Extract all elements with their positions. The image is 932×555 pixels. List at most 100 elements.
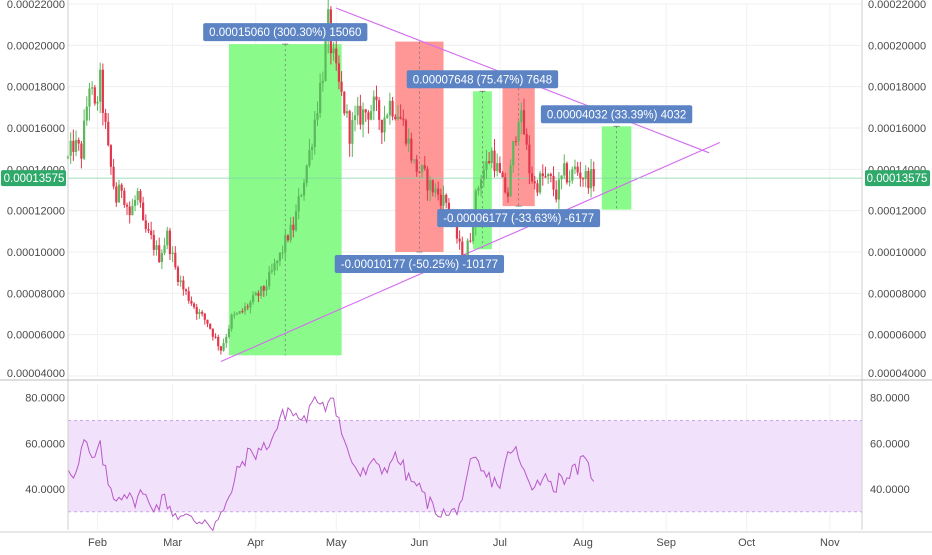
price-tick-label-right: 0.00004000 xyxy=(868,368,926,380)
candle-body xyxy=(541,173,544,177)
candle-body xyxy=(576,166,579,173)
candle-body xyxy=(238,311,241,314)
candle-body xyxy=(219,346,222,351)
candle-body xyxy=(461,241,464,258)
rsi-line xyxy=(67,395,595,532)
candle-body xyxy=(101,69,104,113)
candle-body xyxy=(243,306,247,312)
rsi-tick-label-right: 80.0000 xyxy=(870,393,910,405)
candle-body xyxy=(209,323,212,329)
candle-body xyxy=(302,182,306,196)
candle-body xyxy=(530,173,534,182)
candle-body xyxy=(251,295,255,302)
candle-body xyxy=(504,177,507,193)
candle-body xyxy=(147,229,150,231)
candle-body xyxy=(512,141,515,166)
candle-body xyxy=(547,174,550,177)
candle-body xyxy=(82,120,86,159)
time-tick-label: Aug xyxy=(573,537,593,549)
candle-body xyxy=(227,328,231,337)
candle-body xyxy=(544,176,547,178)
candle-body xyxy=(292,224,295,231)
candle-body xyxy=(96,101,99,104)
rsi-tick-label-left: 80.0000 xyxy=(25,393,65,405)
candle-body xyxy=(431,180,434,193)
candle-body xyxy=(316,113,319,120)
current-price-label-right: 0.00013575 xyxy=(867,173,928,185)
candle-body xyxy=(72,140,75,152)
candle-body xyxy=(217,336,220,347)
candle-body xyxy=(407,138,410,144)
candle-body xyxy=(471,225,475,242)
candle-body xyxy=(190,300,193,304)
rsi-band xyxy=(68,420,862,512)
candle-body xyxy=(589,169,593,189)
candle-body xyxy=(311,146,314,151)
price-tick-label-left: 0.00018000 xyxy=(7,82,65,94)
candle-body xyxy=(415,159,418,172)
rsi-tick-label-right: 40.0000 xyxy=(870,484,910,496)
price-tick-label-left: 0.00022000 xyxy=(7,0,65,11)
candle-body xyxy=(361,109,365,125)
candle-body xyxy=(592,169,595,187)
candle-body xyxy=(584,170,587,180)
price-tick-label-left: 0.00020000 xyxy=(7,40,65,52)
candle-body xyxy=(321,80,324,83)
candle-body xyxy=(211,328,214,337)
candle-body xyxy=(201,311,204,314)
price-tick-label-right: 0.00012000 xyxy=(868,206,926,218)
candle-body xyxy=(160,253,163,263)
position-label-text: -0.00006177 (-33.63%) -6177 xyxy=(443,213,594,225)
candle-body xyxy=(268,271,271,287)
candle-body xyxy=(184,289,188,292)
position-label-text: 0.00004032 (33.39%) 4032 xyxy=(547,109,686,121)
candle-body xyxy=(289,224,292,241)
candle-body xyxy=(466,240,469,260)
candle-body xyxy=(549,174,552,176)
candle-body xyxy=(391,100,394,117)
candle-body xyxy=(179,280,182,282)
price-tick-label-right: 0.00020000 xyxy=(868,40,926,52)
candle-body xyxy=(142,202,145,221)
candle-body xyxy=(402,118,405,121)
price-tick-label-left: 0.00008000 xyxy=(7,288,65,300)
candle-body xyxy=(445,194,448,203)
candle-body xyxy=(152,234,155,250)
candle-body xyxy=(235,313,239,315)
candle-body xyxy=(168,230,172,254)
candle-body xyxy=(80,143,83,159)
candle-body xyxy=(192,303,196,308)
candle-body xyxy=(455,219,459,239)
candle-body xyxy=(372,96,375,112)
candle-body xyxy=(128,206,131,216)
candle-body xyxy=(176,267,180,282)
time-tick-label: Sep xyxy=(656,537,676,549)
price-tick-label-left: 0.00010000 xyxy=(7,247,65,259)
candle-body xyxy=(276,260,279,264)
candle-body xyxy=(536,183,539,193)
candle-body xyxy=(260,286,263,296)
candle-body xyxy=(501,172,504,178)
candle-body xyxy=(364,109,367,113)
candle-body xyxy=(560,175,563,180)
candle-body xyxy=(262,286,265,291)
candle-body xyxy=(195,307,198,314)
candle-body xyxy=(174,252,177,268)
candle-body xyxy=(233,314,236,316)
candle-body xyxy=(404,120,408,144)
position-label-badge xyxy=(334,255,505,273)
time-tick-label: Oct xyxy=(738,537,755,549)
candle-body xyxy=(74,139,78,152)
candle-body xyxy=(469,240,472,242)
candle-body xyxy=(158,245,161,263)
candle-body xyxy=(273,263,276,271)
time-tick-label: Jul xyxy=(493,537,507,549)
candle-body xyxy=(370,111,373,120)
candle-body xyxy=(214,336,217,338)
candle-body xyxy=(305,165,308,183)
candle-body xyxy=(136,191,139,201)
candle-body xyxy=(557,179,560,200)
candle-body xyxy=(300,195,303,197)
